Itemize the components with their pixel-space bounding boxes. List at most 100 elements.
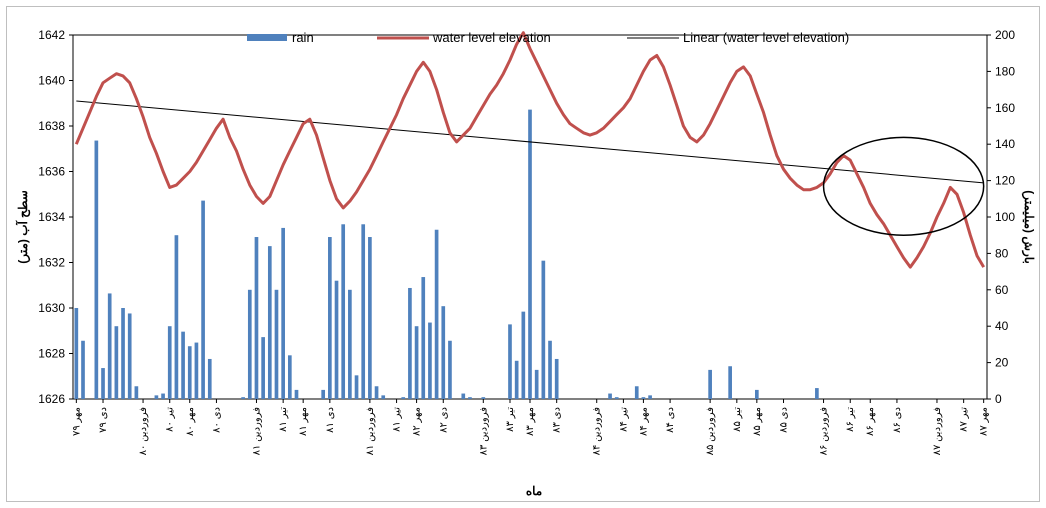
x-tick-label: فروردین ۸۵ [705,407,716,456]
rain-bar [414,326,419,399]
rain-bar [194,342,199,399]
rain-bar [521,311,526,399]
rain-bar [354,375,359,399]
y-left-tick-label: 1628 [38,347,65,361]
rain-bar [254,237,259,399]
y-right-tick-label: 60 [995,283,1009,297]
rain-bar [648,395,652,399]
rain-bar [608,393,612,399]
y-left-tick-label: 1638 [38,119,65,133]
rain-bar [267,246,272,399]
x-tick-label: دی ۸۱ [325,407,336,433]
rain-bar [114,326,119,399]
rain-bar [174,235,179,399]
rain-bar [247,289,252,399]
y-axis-label-right: بارش (میلیمتر) [1021,190,1036,264]
x-tick-label: مهر ۸۲ [412,407,423,436]
y-right-tick-label: 80 [995,246,1009,260]
rain-bar [207,358,212,399]
x-tick-label: فروردین ۸۷ [932,407,943,456]
legend-label: water level elevation [432,30,551,45]
rain-bar [641,397,646,399]
rain-bars [74,109,819,400]
x-tick-label: تیر ۸۷ [959,407,970,432]
y-left-tick-label: 1632 [38,256,65,270]
y-right-tick-label: 120 [995,174,1015,188]
x-tick-label: مهر ۸۴ [638,407,649,436]
rain-bar [368,237,372,399]
x-tick-label: تیر ۸۵ [732,407,743,432]
y-axis-label-left: سطح آب (متر) [14,190,31,264]
rain-bar [121,308,125,399]
y-left-tick-label: 1626 [38,392,65,406]
rain-bar [294,389,299,399]
x-tick-label: مهر ۸۶ [865,407,876,436]
x-tick-label: دی ۸۲ [438,407,449,433]
y-right-tick-label: 20 [995,356,1009,370]
rain-bar [127,313,132,399]
rain-bar [321,389,326,399]
axes: 1626 1628 1630 1632 1634 1636 1638 1640 1642 0 20 4… [38,28,1015,455]
rain-bar [334,280,339,399]
rain-bar [514,360,519,399]
x-tick-label: فروردین ۸۰ [138,407,149,456]
y-right-tick-label: 140 [995,137,1015,151]
rain-bar [187,346,192,399]
rain-bar [461,393,466,399]
x-tick-label: دی ۸۵ [779,407,790,433]
annotation-layer [822,136,985,236]
rain-bar [374,386,379,399]
rain-bar [434,229,439,399]
rain-bar [287,355,292,399]
rain-bar [74,308,79,399]
rain-bar [548,340,552,399]
rain-bar [815,388,819,399]
x-tick-label: مهر ۸۷ [979,407,990,436]
rain-bar [481,397,486,399]
x-tick-label: دی ۸۴ [665,407,676,433]
water-level-line [74,31,985,269]
rain-bar [361,224,366,399]
x-tick-label: فروردین ۸۴ [592,407,603,456]
x-tick-label: مهر ۸۵ [752,407,763,436]
legend-label: Linear (water level elevation) [683,30,849,45]
rain-bar [201,200,205,399]
y-left-tick-label: 1640 [38,74,65,88]
x-tick-label: تیر ۸۴ [618,407,629,432]
x-tick-label: مهر ۸۰ [185,407,196,436]
x-tick-label: تیر ۸۰ [165,407,176,432]
rain-bar [441,306,446,399]
rain-bar [468,397,472,399]
y-left-tick-label: 1636 [38,165,65,179]
rain-bar [428,322,432,399]
y-left-tick-label: 1630 [38,301,65,315]
legend: rain water level elevation Linear (water l… [247,30,849,45]
rain-bar [341,224,346,399]
x-tick-label: فروردین ۸۱ [251,407,262,456]
rain-bar [754,389,759,399]
rain-bar [107,293,112,399]
rain-bar [528,109,532,400]
rain-bar [534,369,539,399]
rain-bar [161,393,165,399]
x-tick-label: مهر ۷۹ [71,407,82,436]
x-tick-label: تیر ۸۱ [392,407,403,432]
rain-bar [167,326,172,399]
x-tick-label: دی ۸۰ [211,407,222,433]
rain-bar [408,287,412,399]
legend-swatch-rain [247,34,287,41]
rain-bar [541,260,546,399]
y-right-tick-label: 160 [995,101,1015,115]
rain-bar [708,369,712,399]
y-right-tick-label: 180 [995,64,1015,78]
rain-bar [328,237,332,399]
legend-label: rain [292,30,314,45]
y-right-tick-label: 0 [995,392,1002,406]
x-tick-label: فروردین ۸۳ [478,407,489,456]
y-right-tick-label: 100 [995,210,1015,224]
x-tick-label: تیر ۸۱ [278,407,289,432]
y-left-tick-label: 1634 [38,210,65,224]
rain-bar [448,340,452,399]
rain-bar [241,397,245,399]
rain-bar [261,337,265,399]
